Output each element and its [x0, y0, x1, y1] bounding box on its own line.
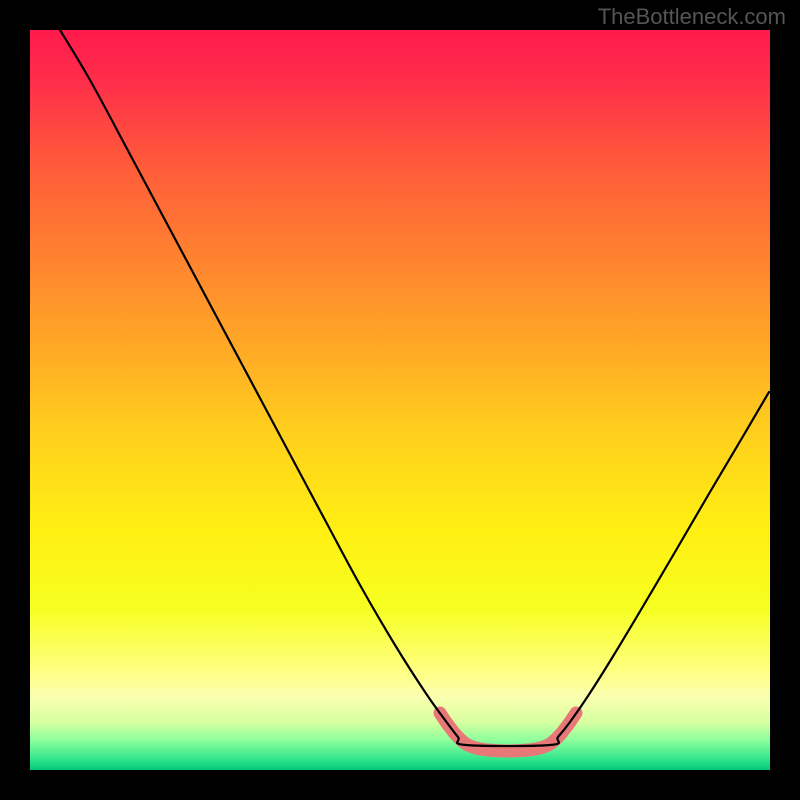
bottleneck-curve: [60, 30, 769, 746]
plot-area: [30, 30, 770, 770]
curve-layer: [30, 30, 770, 770]
chart-container: TheBottleneck.com: [0, 0, 800, 800]
watermark-text: TheBottleneck.com: [598, 4, 786, 30]
